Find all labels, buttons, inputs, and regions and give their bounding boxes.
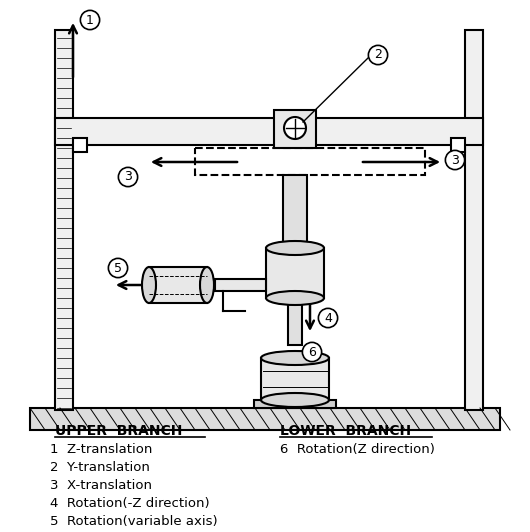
- Text: 5: 5: [114, 262, 122, 275]
- Polygon shape: [288, 298, 302, 345]
- Text: 6  Rotation(Z direction): 6 Rotation(Z direction): [280, 443, 435, 456]
- Polygon shape: [254, 400, 336, 408]
- Text: 3: 3: [451, 154, 459, 167]
- Polygon shape: [73, 138, 87, 152]
- Polygon shape: [274, 110, 316, 148]
- Polygon shape: [465, 30, 483, 410]
- Ellipse shape: [261, 393, 329, 407]
- Text: LOWER  BRANCH: LOWER BRANCH: [280, 424, 411, 438]
- Polygon shape: [30, 408, 500, 430]
- Ellipse shape: [266, 241, 324, 255]
- Text: 5  Rotation(variable axis): 5 Rotation(variable axis): [50, 515, 218, 528]
- Polygon shape: [215, 279, 266, 291]
- Text: 2: 2: [374, 48, 382, 62]
- Polygon shape: [283, 175, 307, 248]
- Ellipse shape: [142, 267, 156, 303]
- Ellipse shape: [266, 291, 324, 305]
- Ellipse shape: [261, 351, 329, 365]
- Text: 1: 1: [86, 13, 94, 27]
- Polygon shape: [149, 267, 207, 303]
- Polygon shape: [451, 138, 465, 152]
- Text: 1  Z-translation: 1 Z-translation: [50, 443, 153, 456]
- Text: 3  X-translation: 3 X-translation: [50, 479, 152, 492]
- Text: UPPER  BRANCH: UPPER BRANCH: [55, 424, 182, 438]
- Polygon shape: [55, 30, 73, 410]
- Text: 4: 4: [324, 312, 332, 325]
- Polygon shape: [55, 118, 483, 145]
- Ellipse shape: [200, 267, 214, 303]
- Polygon shape: [266, 248, 324, 298]
- Polygon shape: [195, 148, 425, 175]
- Polygon shape: [261, 358, 329, 400]
- Circle shape: [284, 117, 306, 139]
- Text: 2  Y-translation: 2 Y-translation: [50, 461, 150, 474]
- Text: 4  Rotation(-Z direction): 4 Rotation(-Z direction): [50, 497, 210, 510]
- Text: 3: 3: [124, 170, 132, 184]
- Text: 6: 6: [308, 345, 316, 359]
